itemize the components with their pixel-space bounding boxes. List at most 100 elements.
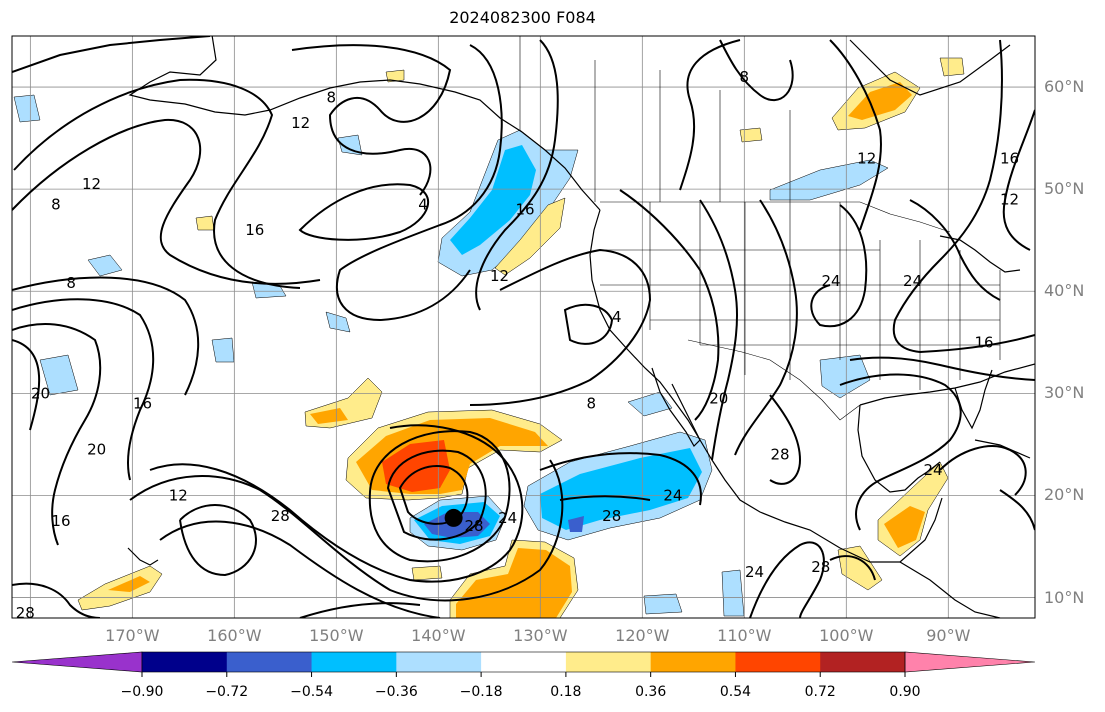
shade-patch-2 (337, 134, 363, 156)
shade-patch-12 (739, 127, 763, 143)
colorbar-extend-low (11, 651, 143, 673)
contour-arctic (12, 36, 211, 73)
colorbar-segment (650, 652, 736, 672)
contour-sw-24 (12, 276, 200, 396)
contour-label: 12 (490, 267, 509, 285)
contour-label-text: 28 (464, 517, 483, 535)
longitude-label: 140°W (411, 626, 466, 645)
colorbar-tick-label: 0.18 (550, 684, 582, 700)
contour-label-text: 8 (587, 395, 597, 413)
contour-label: 24 (745, 563, 764, 581)
contour-aleutian-8 (13, 78, 301, 289)
shade-mexico-orange (884, 506, 925, 548)
latitude-label: 30°N (1044, 383, 1085, 403)
contour-label-text: 8 (66, 274, 76, 292)
shade-patch-8 (819, 354, 871, 399)
contour-cyclone-outer-24 (129, 459, 564, 602)
contour-label: 8 (66, 274, 76, 292)
province-lines (594, 60, 791, 202)
coastlines (127, 36, 1035, 618)
longitude-label: 90°W (926, 626, 971, 645)
colorbar-tick-label: 0.72 (804, 684, 836, 700)
shade-oregon-yellow (494, 197, 566, 276)
contour-label-text: 4 (418, 195, 428, 213)
colorbar-segment (481, 652, 567, 672)
colorbar-tick-label: −0.36 (374, 684, 418, 700)
colorbar-segment (226, 652, 313, 672)
longitude-label: 160°W (207, 626, 262, 645)
colorbar-segment (311, 652, 397, 672)
contour-south-28 (829, 555, 876, 581)
contour-pnw-16 (475, 39, 559, 311)
contour-label: 4 (612, 308, 622, 326)
contour-sw-20 (12, 298, 155, 481)
contour-label: 4 (418, 195, 428, 213)
contour-label-text: 28 (602, 507, 621, 525)
map-title: 2024082300 F084 (449, 8, 596, 27)
contour-cyclone-ring-3 (368, 430, 511, 563)
hawaii-coast (127, 547, 159, 566)
map-frame (11, 35, 1036, 619)
contour-label: 20 (87, 441, 106, 459)
graticule (12, 36, 1035, 618)
contour-label: 28 (602, 507, 621, 525)
colorbar-tick-label: 0.36 (635, 684, 667, 700)
contour-gulfmx-28 (769, 394, 802, 485)
colorbar (11, 651, 1036, 677)
contour-south-24 (749, 541, 825, 618)
contour-label-text: 12 (291, 114, 310, 132)
shading-layer (13, 57, 965, 618)
shade-baja-blue (627, 391, 673, 417)
alaska-coast (128, 36, 601, 211)
contour-label-bg (360, 624, 384, 642)
shade-patch-5 (211, 337, 235, 363)
contour-sw-16 (12, 323, 102, 546)
contour-labels: 8 12 12 8 4 16 8 16 12 4 20 16 20 12 16 28 28 24 24 28 8 20 28… (16, 68, 1019, 642)
shade-hi-yellow (411, 565, 443, 581)
contour-label-text: 12 (1000, 190, 1019, 208)
contour-midwest-24 (810, 204, 868, 328)
colorbar-segment (735, 652, 821, 672)
longitude-label: 150°W (309, 626, 364, 645)
contour-east-28 (559, 495, 651, 501)
contour-label-text: 28 (811, 558, 830, 576)
colorbar-tick-label: 0.90 (889, 684, 921, 700)
contour-label: 12 (857, 150, 876, 168)
shade-patch-10 (643, 593, 683, 615)
greatlakes-coast (939, 235, 1021, 273)
contour-label-text: 28 (16, 604, 35, 622)
longitude-label: 130°W (513, 626, 568, 645)
contour-label-text: 28 (271, 507, 290, 525)
contour-label: 8 (740, 68, 750, 86)
contour-label-text: 24 (663, 486, 682, 504)
contour-label: 28 (271, 507, 290, 525)
contour-tight-24b (734, 199, 798, 456)
canada-us-border (600, 201, 951, 233)
shade-patch-3 (13, 94, 41, 123)
yucatan-coast (857, 404, 941, 493)
shade-central-orange (310, 408, 348, 424)
contour-label: 16 (974, 333, 993, 351)
contour-label: 12 (169, 486, 188, 504)
contour-low-4 (298, 183, 430, 241)
colorbar-tick-label: 0.54 (719, 684, 752, 700)
contour-label: 24 (903, 272, 922, 290)
latitude-label: 20°N (1044, 485, 1085, 505)
contour-hawaii-28 (179, 504, 257, 577)
colorbar-extend-high (904, 651, 1036, 673)
contour-west-4 (563, 303, 614, 345)
colorbar-segment (820, 652, 906, 672)
colorbar-tick-label: −0.90 (120, 684, 164, 700)
shade-cyclone-red (382, 440, 450, 492)
contour-label-text: 20 (87, 441, 106, 459)
contour-label-text: 20 (709, 389, 728, 407)
contour-label: 16 (51, 512, 70, 530)
shade-patch-11 (385, 69, 405, 83)
contour-label-text: 8 (51, 195, 61, 213)
contour-label: 8 (51, 195, 61, 213)
hudson-coast (849, 39, 1011, 96)
contour-label-text: 16 (1000, 150, 1019, 168)
colorbar-tick-label: −0.72 (205, 684, 249, 700)
contour-label-text: 16 (51, 512, 70, 530)
